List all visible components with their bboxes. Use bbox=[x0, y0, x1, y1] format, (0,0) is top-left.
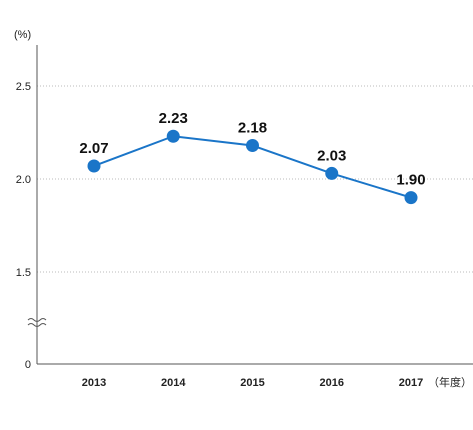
data-label: 2.07 bbox=[79, 140, 108, 157]
data-point bbox=[166, 129, 180, 143]
axis-break-wave-2 bbox=[27, 323, 47, 327]
x-tick-labels: 2013 2014 2015 2016 2017 bbox=[82, 377, 423, 389]
data-label: 2.18 bbox=[238, 120, 267, 137]
data-label: 2.23 bbox=[159, 110, 188, 127]
y-axis-unit: (%) bbox=[14, 29, 31, 41]
x-tick-label: 2015 bbox=[240, 377, 264, 389]
data-label: 2.03 bbox=[317, 147, 346, 164]
y-tick-label: 2.0 bbox=[16, 174, 31, 186]
x-tick-label: 2016 bbox=[320, 377, 344, 389]
axes bbox=[36, 45, 473, 365]
y-tick-label: 2.5 bbox=[16, 81, 31, 93]
x-tick-label: 2014 bbox=[161, 377, 186, 389]
y-tick-label: 0 bbox=[25, 359, 31, 371]
axis-break-mark bbox=[27, 318, 47, 327]
grid-lines bbox=[37, 85, 473, 273]
axis-break-wave-1 bbox=[27, 318, 47, 322]
data-label: 1.90 bbox=[396, 172, 425, 189]
series-line-group: 2.07 2.23 2.18 2.03 1.90 bbox=[79, 110, 426, 205]
x-axis-unit: （年度） bbox=[428, 375, 472, 389]
data-point bbox=[325, 166, 339, 180]
data-point bbox=[404, 191, 418, 205]
data-point bbox=[87, 159, 101, 173]
y-tick-labels: 0 1.5 2.0 2.5 bbox=[16, 81, 31, 371]
y-tick-label: 1.5 bbox=[16, 267, 31, 279]
data-point bbox=[246, 139, 259, 153]
x-tick-label: 2017 bbox=[399, 377, 423, 389]
x-tick-label: 2013 bbox=[82, 377, 106, 389]
